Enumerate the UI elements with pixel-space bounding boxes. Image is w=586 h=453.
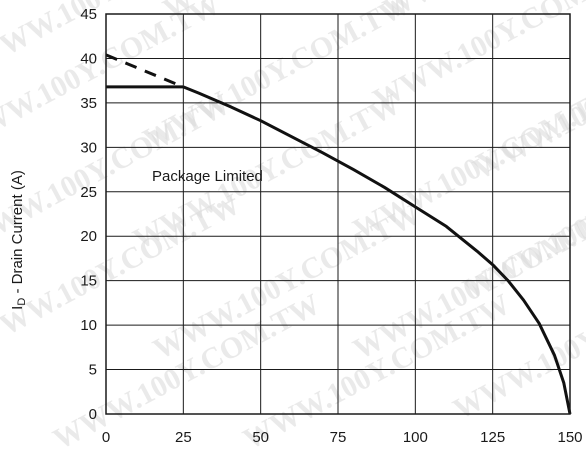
grid xyxy=(106,14,570,414)
y-tick-label: 10 xyxy=(80,317,97,334)
y-axis-label-subscript: D xyxy=(16,298,28,306)
x-tick-label: 25 xyxy=(175,429,192,446)
series-line-dashed-1 xyxy=(105,53,184,89)
x-tick-labels: 0 25 50 75 100 125 150 xyxy=(102,429,583,446)
y-tick-labels: 0 5 10 15 20 25 30 35 40 45 xyxy=(80,6,97,423)
y-tick-label: 45 xyxy=(80,6,97,23)
y-axis-label: ID - Drain Current (A) xyxy=(9,170,28,310)
series-line-solid-2 xyxy=(182,85,572,415)
y-tick-label: 0 xyxy=(89,406,97,423)
y-tick-label: 30 xyxy=(80,139,97,156)
y-axis-label-rest: - Drain Current (A) xyxy=(9,170,26,298)
y-tick-label: 25 xyxy=(80,184,97,201)
y-tick-label: 5 xyxy=(89,362,97,379)
x-tick-label: 125 xyxy=(480,429,505,446)
annotation-package-limited: Package Limited xyxy=(152,168,263,185)
x-tick-label: 150 xyxy=(557,429,582,446)
x-tick-label: 75 xyxy=(330,429,347,446)
x-tick-label: 50 xyxy=(252,429,269,446)
series-layer xyxy=(105,53,572,415)
plot-frame xyxy=(105,13,571,415)
y-tick-label: 20 xyxy=(80,228,97,245)
y-tick-label: 15 xyxy=(80,273,97,290)
y-tick-label: 40 xyxy=(80,50,97,67)
y-tick-label: 35 xyxy=(80,95,97,112)
x-tick-label: 100 xyxy=(403,429,428,446)
x-tick-label: 0 xyxy=(102,429,110,446)
y-axis-label-main: I xyxy=(9,306,26,310)
